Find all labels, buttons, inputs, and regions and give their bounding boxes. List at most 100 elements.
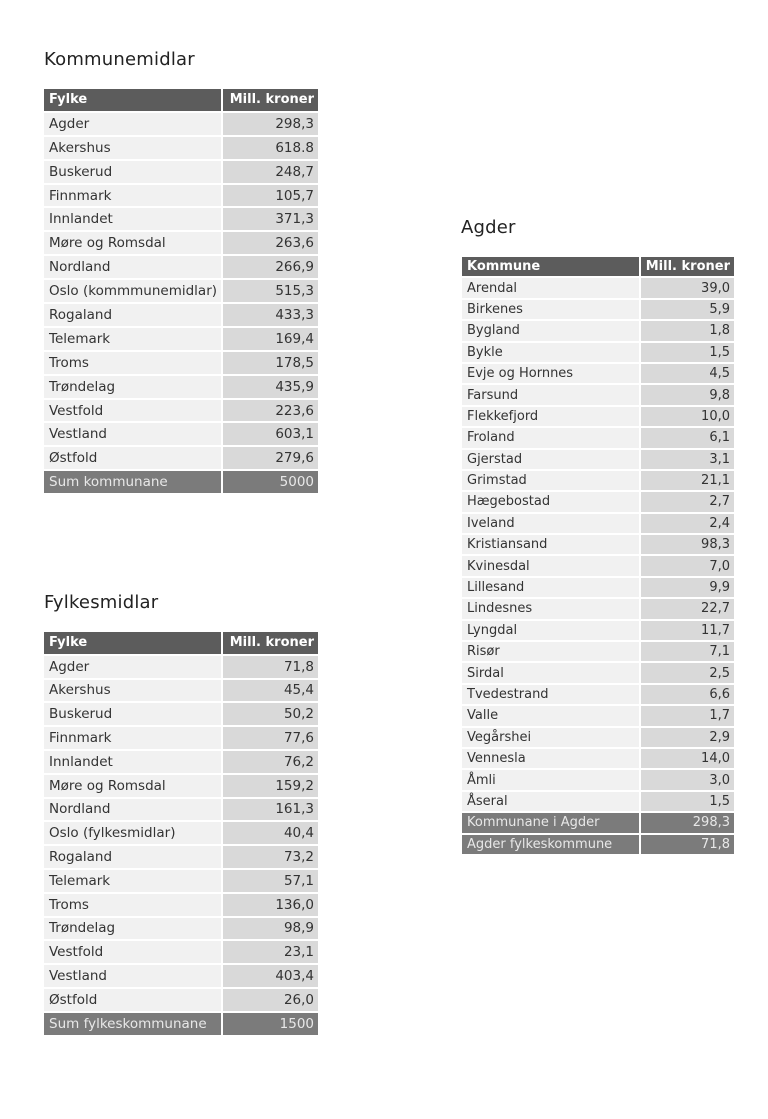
row-value: 105,7 <box>221 184 318 207</box>
row-name: Trøndelag <box>44 375 222 398</box>
table-row: Akershus 618.8 <box>44 136 318 159</box>
row-value: 76,2 <box>221 750 318 773</box>
row-value: 2,7 <box>638 492 734 512</box>
row-value: 26,0 <box>221 988 318 1011</box>
row-value: 618.8 <box>221 136 318 159</box>
total-value: 5000 <box>221 471 318 494</box>
row-value: 98,3 <box>638 535 734 555</box>
row-value: 77,6 <box>221 727 318 749</box>
row-name: Møre og Romsdal <box>44 774 221 797</box>
row-value: 23,1 <box>221 941 318 964</box>
column-header-name: Fylke <box>44 89 222 111</box>
row-value: 5,9 <box>638 299 734 320</box>
table-row: Vennesla 14,0 <box>462 748 734 769</box>
row-value: 178,5 <box>221 351 318 374</box>
row-value: 11,7 <box>638 620 734 641</box>
table-row: Lillesand 9,9 <box>462 577 734 598</box>
row-name: Kvinesdal <box>462 556 639 576</box>
row-value: 3,1 <box>638 449 734 469</box>
agder-table: Kommune Mill. kroner Arendal 39,0 Birkenes 5,… <box>462 255 734 856</box>
table-row: Finnmark 77,6 <box>44 727 318 749</box>
table-row: Trøndelag 98,9 <box>44 917 318 940</box>
row-name: Finnmark <box>44 184 222 207</box>
table-row: Buskerud 248,7 <box>44 160 318 183</box>
table-row: Finnmark 105,7 <box>44 184 318 207</box>
header-row: Fylke Mill. kroner <box>44 632 318 654</box>
table-row: Møre og Romsdal 159,2 <box>44 774 318 797</box>
table-row: Hægebostad 2,7 <box>462 492 734 512</box>
row-value: 2,9 <box>638 727 734 747</box>
table-row: Valle 1,7 <box>462 706 734 726</box>
row-name: Akershus <box>44 136 222 159</box>
row-name: Troms <box>44 893 221 916</box>
row-value: 136,0 <box>221 893 318 916</box>
row-value: 22,7 <box>638 599 734 619</box>
row-value: 2,4 <box>638 513 734 534</box>
row-value: 9,9 <box>638 577 734 598</box>
row-value: 515,3 <box>221 280 318 303</box>
row-value: 7,0 <box>638 556 734 576</box>
table-row: Telemark 169,4 <box>44 327 318 350</box>
row-name: Kristiansand <box>462 535 639 555</box>
row-name: Telemark <box>44 869 221 892</box>
row-name: Akershus <box>44 679 221 702</box>
table-row: Grimstad 21,1 <box>462 470 734 491</box>
row-value: 223,6 <box>221 399 318 422</box>
table-row: Innlandet 371,3 <box>44 208 318 231</box>
row-value: 21,1 <box>638 470 734 491</box>
row-name: Østfold <box>44 988 221 1011</box>
row-value: 298,3 <box>221 112 318 135</box>
total-name: Kommunane i Agder <box>462 813 639 833</box>
table-row: Evje og Hornnes 4,5 <box>462 363 734 384</box>
table-row: Kvinesdal 7,0 <box>462 556 734 576</box>
row-name: Farsund <box>462 385 639 405</box>
total-name: Sum fylkeskommunane <box>44 1012 221 1035</box>
row-name: Innlandet <box>44 750 221 773</box>
row-name: Vestland <box>44 423 222 446</box>
column-header-name: Fylke <box>44 632 221 654</box>
table-row: Risør 7,1 <box>462 642 734 662</box>
row-value: 263,6 <box>221 232 318 255</box>
table-row: Østfold 279,6 <box>44 447 318 470</box>
row-value: 1,7 <box>638 706 734 726</box>
row-name: Valle <box>462 706 639 726</box>
table-row: Gjerstad 3,1 <box>462 449 734 469</box>
table-row: Innlandet 76,2 <box>44 750 318 773</box>
row-value: 45,4 <box>221 679 318 702</box>
total-row: Sum kommunane 5000 <box>44 471 318 494</box>
row-value: 39,0 <box>638 278 734 298</box>
row-value: 435,9 <box>221 375 318 398</box>
table-row: Nordland 161,3 <box>44 798 318 821</box>
table-row: Vegårshei 2,9 <box>462 727 734 747</box>
row-name: Nordland <box>44 256 222 279</box>
row-name: Vestfold <box>44 941 221 964</box>
table-row: Agder 298,3 <box>44 112 318 135</box>
row-name: Bygland <box>462 321 639 341</box>
total-value: 1500 <box>221 1012 318 1035</box>
row-name: Gjerstad <box>462 449 639 469</box>
header-row: Fylke Mill. kroner <box>44 89 318 111</box>
row-value: 57,1 <box>221 869 318 892</box>
table-row: Flekkefjord 10,0 <box>462 406 734 427</box>
table-row: Iveland 2,4 <box>462 513 734 534</box>
table-row: Rogaland 73,2 <box>44 846 318 868</box>
table-row: Sirdal 2,5 <box>462 663 734 683</box>
fylkesmidlar-table: Fylke Mill. kroner Agder 71,8 Akershus 45,4 Bu… <box>44 630 318 1037</box>
row-name: Bykle <box>462 342 639 362</box>
row-value: 9,8 <box>638 385 734 405</box>
table-row: Tvedestrand 6,6 <box>462 684 734 705</box>
total-row: Agder fylkeskommune 71,8 <box>462 834 734 854</box>
table-row: Møre og Romsdal 263,6 <box>44 232 318 255</box>
row-name: Hægebostad <box>462 492 639 512</box>
table-row: Vestfold 23,1 <box>44 941 318 964</box>
kommunemidlar-title: Kommunemidlar <box>44 49 195 70</box>
row-name: Arendal <box>462 278 639 298</box>
table-row: Akershus 45,4 <box>44 679 318 702</box>
table-row: Vestfold 223,6 <box>44 399 318 422</box>
column-header-value: Mill. kroner <box>638 257 734 277</box>
row-value: 603,1 <box>221 423 318 446</box>
table-row: Agder 71,8 <box>44 655 318 678</box>
row-name: Østfold <box>44 447 222 470</box>
column-header-value: Mill. kroner <box>221 89 318 111</box>
row-value: 4,5 <box>638 363 734 384</box>
